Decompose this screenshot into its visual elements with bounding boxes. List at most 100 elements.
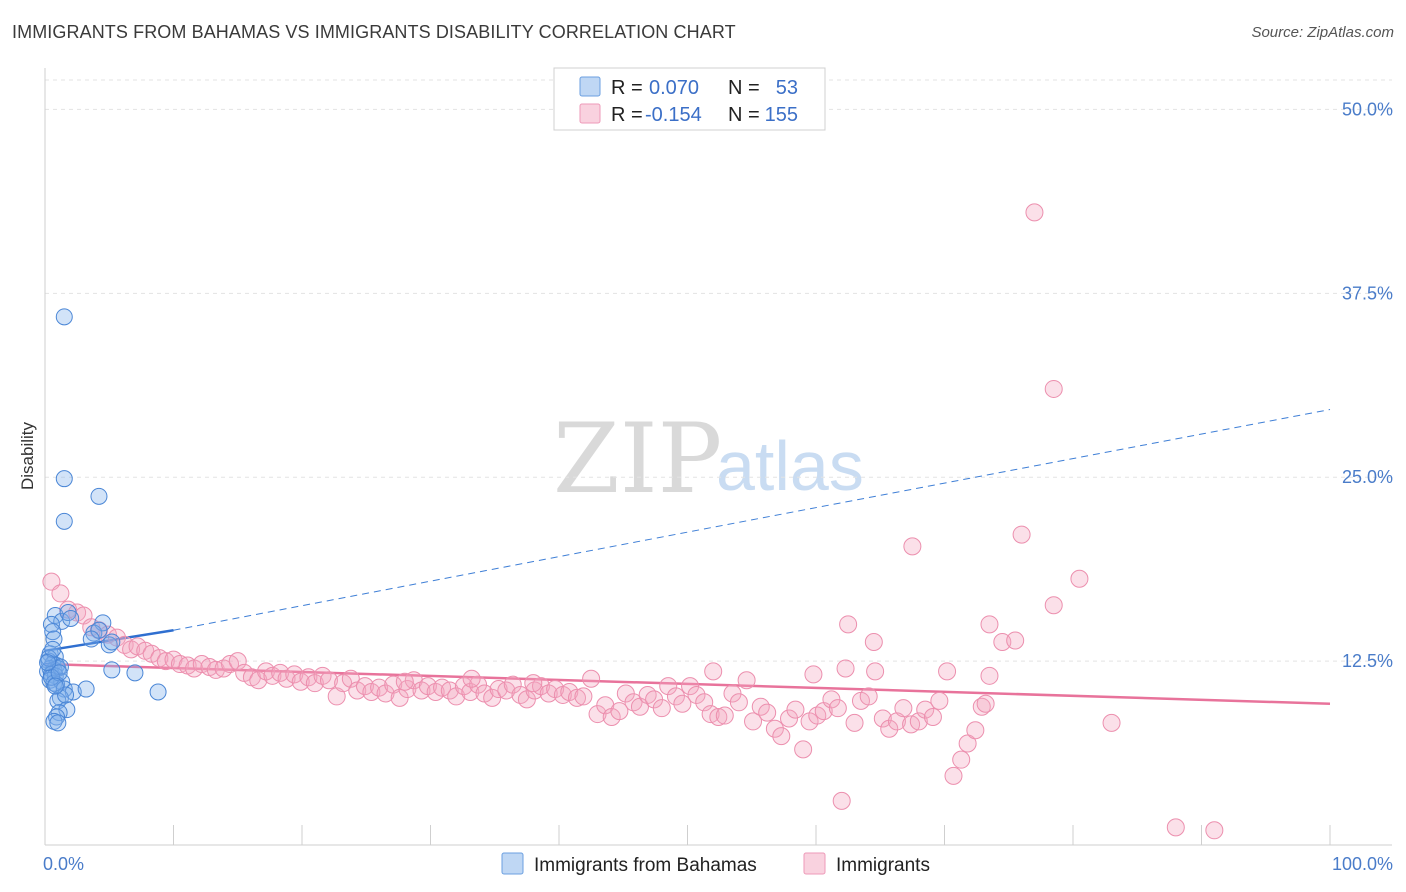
trend-line-bahamas-extension (173, 409, 1331, 631)
point-immigrants (681, 677, 700, 696)
point-immigrants (652, 699, 671, 718)
trend-line-immigrants (44, 662, 1331, 706)
y-tick-labels: 12.5% 25.0% 37.5% 50.0% (1342, 99, 1393, 671)
point-immigrants (574, 687, 593, 706)
point-immigrants (228, 652, 247, 671)
legend-swatch-bahamas (579, 76, 601, 97)
y-tick-label: 50.0% (1342, 99, 1393, 119)
y-axis-label: Disability (18, 421, 37, 490)
point-immigrants (1012, 525, 1031, 544)
point-immigrants (866, 662, 885, 681)
legend-n-value-bahamas: 53 (776, 77, 798, 99)
point-immigrants (51, 584, 70, 603)
point-bahamas (44, 623, 62, 641)
point-immigrants (1070, 569, 1089, 588)
point-immigrants (461, 683, 480, 701)
point-immigrants (503, 675, 522, 694)
point-immigrants (744, 712, 763, 731)
point-immigrants (903, 537, 922, 556)
point-immigrants (828, 699, 847, 718)
legend: R = 0.070 N = 53 R = -0.154 N = 155 (553, 67, 826, 131)
point-immigrants (923, 708, 942, 727)
point-immigrants (909, 712, 928, 731)
point-bahamas (100, 636, 118, 654)
point-immigrants (952, 750, 971, 769)
point-bahamas (55, 512, 73, 530)
point-bahamas (39, 654, 57, 672)
point-immigrants (804, 665, 823, 684)
point-immigrants (737, 671, 756, 690)
point-immigrants (980, 666, 999, 685)
point-immigrants (709, 708, 728, 727)
point-immigrants (832, 791, 851, 810)
point-immigrants (958, 734, 977, 753)
point-immigrants (887, 712, 906, 731)
point-immigrants (1102, 713, 1121, 732)
x-tick-label-min: 0.0% (43, 854, 84, 874)
point-immigrants (483, 688, 502, 707)
point-immigrants (864, 632, 883, 651)
y-tick-label: 12.5% (1342, 651, 1393, 671)
point-bahamas (62, 609, 80, 627)
point-immigrants (687, 685, 706, 704)
point-immigrants (170, 655, 189, 674)
point-immigrants (873, 709, 892, 728)
point-immigrants (305, 674, 324, 693)
point-immigrants (930, 691, 949, 710)
point-bahamas (103, 661, 121, 679)
point-immigrants (395, 672, 414, 691)
watermark-zip: ZIP (553, 403, 722, 515)
point-immigrants (980, 615, 999, 634)
x-tick-labels: 0.0% 100.0% (43, 854, 1393, 874)
point-immigrants (341, 669, 360, 688)
y-tick-label: 25.0% (1342, 467, 1393, 487)
point-immigrants (319, 671, 338, 690)
point-immigrants (1044, 596, 1063, 615)
point-immigrants (384, 675, 403, 694)
legend-r-value-immigrants: -0.154 (645, 104, 702, 126)
point-immigrants (704, 662, 723, 681)
point-immigrants (462, 669, 481, 688)
point-bahamas (50, 664, 68, 682)
point-bahamas (55, 470, 73, 488)
point-immigrants (1044, 379, 1063, 398)
data-points (39, 203, 1224, 840)
y-tick-label: 37.5% (1342, 283, 1393, 303)
source-label: Source: ZipAtlas.com (1251, 24, 1394, 41)
point-immigrants (1205, 821, 1224, 840)
point-immigrants (786, 700, 805, 719)
point-immigrants (489, 680, 508, 699)
point-immigrants (794, 740, 813, 759)
grid-lines (45, 79, 1392, 662)
point-immigrants (880, 719, 899, 738)
point-immigrants (845, 713, 864, 732)
legend-r-label-bahamas: R = (611, 77, 643, 99)
point-immigrants (723, 684, 742, 703)
point-immigrants (916, 700, 935, 719)
point-immigrants (859, 687, 878, 706)
point-bahamas (103, 633, 121, 651)
bottom-legend: Immigrants from Bahamas Immigrants (501, 852, 930, 876)
watermark: ZIP atlas (553, 403, 864, 515)
point-bahamas (48, 708, 66, 726)
point-immigrants (966, 721, 985, 740)
legend-swatch-immigrants (579, 103, 601, 124)
axes (44, 68, 1392, 846)
point-immigrants (285, 665, 304, 684)
bottom-legend-label-bahamas: Immigrants from Bahamas (534, 855, 757, 876)
point-immigrants (944, 766, 963, 785)
point-bahamas (49, 714, 67, 732)
point-immigrants (715, 706, 734, 725)
point-immigrants (1025, 203, 1044, 222)
point-immigrants (673, 694, 692, 713)
point-bahamas (46, 677, 64, 695)
watermark-atlas: atlas (716, 427, 864, 505)
point-bahamas (55, 308, 73, 326)
point-immigrants (582, 669, 601, 688)
point-immigrants (772, 727, 791, 746)
point-immigrants (1166, 818, 1185, 837)
point-bahamas (42, 615, 60, 633)
point-immigrants (836, 659, 855, 678)
legend-n-label-bahamas: N = (728, 77, 760, 99)
